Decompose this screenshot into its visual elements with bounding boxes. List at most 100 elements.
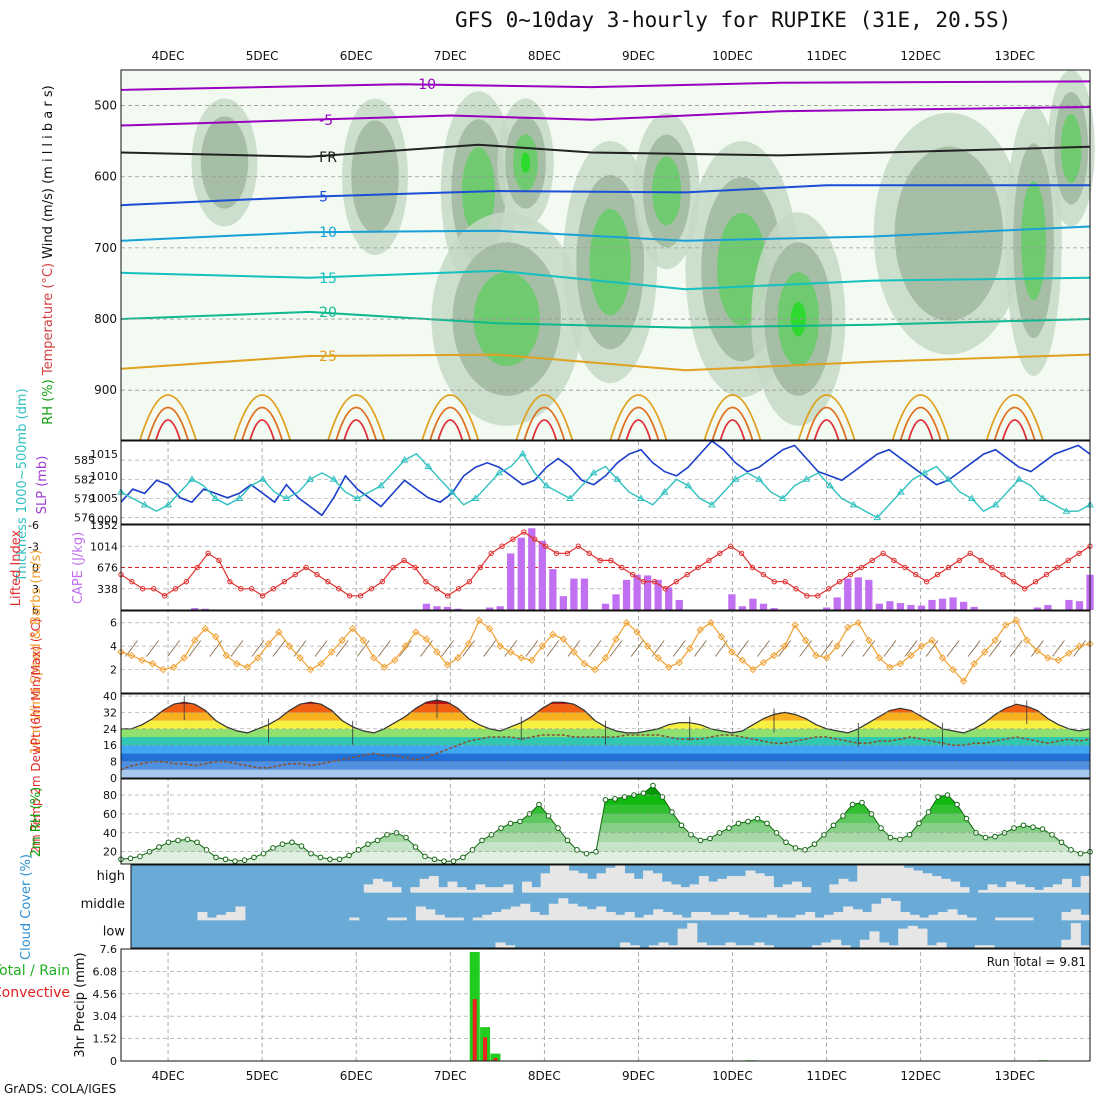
cape-bar — [938, 598, 947, 610]
surface-temperature-contour — [147, 406, 189, 441]
cloud-cell — [1061, 939, 1072, 948]
rh-point — [688, 831, 694, 838]
li-point — [728, 543, 734, 549]
cape-bar — [570, 578, 578, 610]
li-point — [597, 557, 603, 564]
cloud-cell — [624, 912, 635, 921]
cape-bar — [665, 587, 673, 610]
wind-barb — [1009, 640, 1023, 657]
precip-tick-label: 0 — [110, 1055, 117, 1068]
panel-frame — [120, 524, 1091, 611]
upper-ylabel-part: Temperature (°C) — [41, 259, 56, 376]
wind-barb — [356, 640, 370, 657]
wind-barb — [904, 640, 918, 657]
temperature-contour-label: -5 — [319, 113, 333, 129]
wind-barb — [988, 640, 1002, 657]
li-point — [412, 564, 418, 571]
temp-tick-label: 32 — [103, 706, 117, 719]
li-point — [717, 550, 723, 557]
cloud-cell — [729, 912, 740, 921]
rh-point — [298, 843, 305, 849]
li-point — [434, 586, 440, 592]
surface-temperature-contour — [327, 394, 386, 441]
cape-bar — [959, 601, 968, 610]
cape-bar — [949, 597, 957, 610]
cloud-cell — [748, 917, 759, 921]
cape-bar — [770, 608, 778, 610]
rh-point — [792, 845, 799, 851]
cloud-cell — [866, 865, 877, 893]
li-tick-label: 6 — [32, 604, 39, 617]
li-point — [630, 571, 636, 578]
panel-frame — [120, 948, 1091, 1062]
surface-temperature-contour — [335, 406, 378, 441]
pressure-tick-label: 900 — [94, 383, 117, 397]
rh-point — [336, 856, 343, 863]
cloud-cell — [736, 876, 747, 893]
cape-tick-label: 676 — [97, 562, 118, 575]
wind-barb — [672, 640, 686, 657]
rh-point — [450, 858, 457, 864]
rh-point — [830, 822, 837, 829]
thickness-point — [1015, 475, 1023, 482]
wind-speed-point — [243, 663, 252, 671]
cloud-cell — [615, 865, 625, 893]
rh-point — [1058, 839, 1065, 846]
rh-shading-mark — [200, 116, 249, 209]
precip-tick-label: 1.52 — [93, 1033, 118, 1046]
cloud-cell — [677, 928, 688, 948]
rh-point — [165, 839, 172, 846]
cloud-cell — [879, 942, 890, 948]
li-point — [989, 564, 995, 571]
li-point — [161, 593, 168, 599]
cloud-cell — [922, 873, 933, 893]
wind-speed-point — [728, 648, 736, 656]
surface-temperature-contour — [711, 406, 754, 441]
temp-tick-label: 24 — [103, 723, 117, 736]
wind-speed-point — [591, 665, 599, 674]
cloud-cell — [1080, 945, 1091, 948]
cape-bar — [633, 574, 641, 610]
wind-speed-point — [233, 660, 241, 668]
cloud-cell — [824, 914, 835, 921]
cape-bar — [507, 553, 515, 610]
cloud-cell — [941, 878, 951, 893]
surface-temperature-contour — [1001, 419, 1028, 441]
cape-bar — [612, 594, 620, 610]
li-point — [477, 564, 483, 571]
cape-bar — [844, 578, 852, 610]
wind-speed-point — [654, 654, 662, 662]
wind-speed-point — [496, 642, 504, 650]
li-point — [488, 550, 494, 557]
temp-band — [121, 761, 1090, 770]
li-point — [934, 571, 941, 578]
thickness-tick-label: 582 — [74, 473, 95, 486]
thickness-point — [447, 488, 456, 495]
x-tick-top-label: 5DEC — [246, 49, 279, 63]
cloud-row-label: high — [97, 869, 125, 884]
li-point — [455, 586, 462, 592]
cloud-cell — [410, 887, 421, 893]
cape-bar — [738, 606, 747, 610]
li-point — [553, 550, 560, 557]
rh-tick-label: 60 — [103, 808, 117, 821]
cloud-cell — [928, 914, 939, 921]
temp-tick-label: 8 — [110, 756, 117, 769]
wind-barb — [188, 640, 202, 657]
cloud-cell — [903, 867, 914, 893]
wind-barb — [736, 640, 749, 657]
cloud-cell — [687, 923, 698, 948]
rh-point — [507, 820, 514, 827]
li-point — [923, 578, 930, 585]
wind-barb — [630, 640, 644, 657]
cloud-cell — [689, 884, 700, 893]
wind-speed-point — [886, 663, 894, 671]
cape-tick-label: 1352 — [90, 519, 118, 532]
thickness-point — [637, 494, 645, 501]
cape-bar — [1065, 599, 1073, 610]
wind-speed-point — [991, 636, 999, 644]
cape-bar — [422, 603, 431, 610]
cloud-cell — [811, 945, 822, 948]
li-point — [303, 564, 309, 571]
li-point — [804, 593, 810, 599]
